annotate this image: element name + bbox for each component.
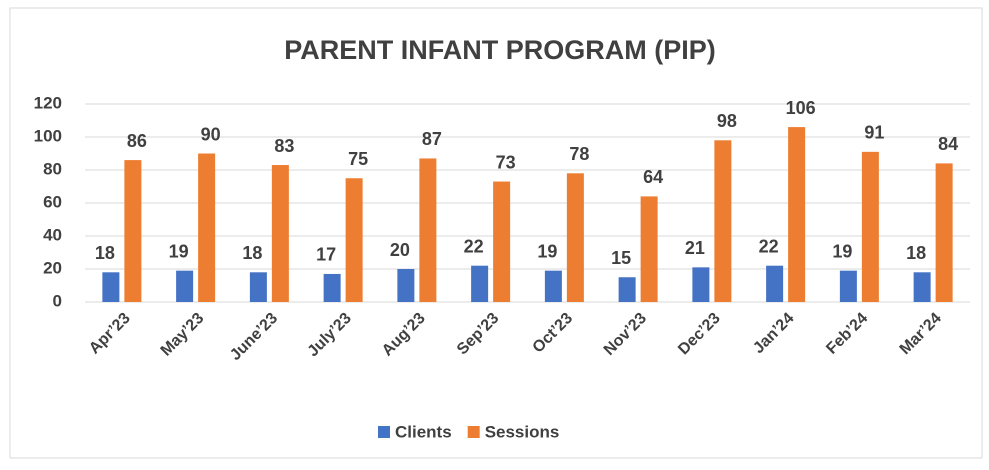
bar [935, 163, 953, 302]
bar [124, 160, 142, 302]
data-label: 15 [611, 248, 631, 268]
data-label: 18 [906, 243, 926, 263]
bar [271, 165, 289, 302]
bar [323, 273, 341, 302]
legend-label: Sessions [485, 422, 560, 441]
y-tick-label: 100 [34, 126, 62, 145]
bar [102, 272, 120, 302]
bar [493, 181, 511, 302]
bar [839, 270, 857, 302]
data-label: 18 [95, 243, 115, 263]
data-label: 20 [390, 240, 410, 260]
y-tick-label: 60 [43, 192, 62, 211]
bar [640, 196, 658, 302]
data-label: 19 [169, 241, 189, 261]
bar [397, 269, 415, 302]
data-label: 73 [496, 152, 516, 172]
data-label: 22 [464, 236, 484, 256]
bar [345, 178, 363, 302]
data-label: 22 [759, 236, 779, 256]
data-label: 17 [316, 245, 336, 265]
bar [766, 265, 784, 302]
data-label: 86 [127, 131, 147, 151]
y-tick-label: 120 [34, 93, 62, 112]
bar [176, 270, 194, 302]
legend-swatch [467, 426, 480, 438]
data-label: 84 [938, 134, 958, 154]
y-tick-label: 0 [53, 291, 62, 310]
y-tick-label: 80 [43, 159, 62, 178]
legend-swatch [378, 426, 390, 438]
data-label: 106 [786, 98, 816, 118]
data-label: 83 [274, 136, 294, 156]
data-label: 91 [864, 123, 884, 143]
data-label: 21 [685, 238, 705, 258]
chart-title: PARENT INFANT PROGRAM (PIP) [284, 35, 716, 65]
bar [692, 267, 710, 302]
bar [198, 153, 216, 302]
bar [544, 270, 562, 302]
data-label: 19 [832, 241, 852, 261]
bar [618, 277, 636, 302]
data-label: 75 [348, 149, 368, 169]
data-label: 18 [242, 243, 262, 263]
bar [471, 265, 489, 302]
data-label: 90 [201, 124, 221, 144]
data-label: 87 [422, 129, 442, 149]
y-tick-label: 20 [43, 258, 62, 277]
bar [419, 158, 437, 302]
bar [714, 140, 732, 302]
data-label: 64 [643, 167, 663, 187]
data-label: 98 [717, 111, 737, 131]
bar [913, 272, 931, 302]
data-label: 78 [569, 144, 589, 164]
bar [566, 173, 584, 302]
legend-label: Clients [395, 422, 452, 441]
bar [861, 151, 879, 302]
bar [249, 272, 267, 302]
bar [788, 127, 806, 302]
y-tick-label: 40 [43, 225, 62, 244]
data-label: 19 [537, 241, 557, 261]
